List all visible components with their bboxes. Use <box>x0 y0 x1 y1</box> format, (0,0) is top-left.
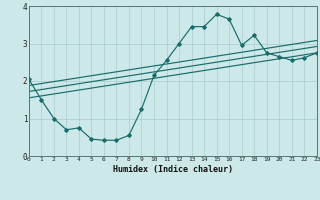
X-axis label: Humidex (Indice chaleur): Humidex (Indice chaleur) <box>113 165 233 174</box>
